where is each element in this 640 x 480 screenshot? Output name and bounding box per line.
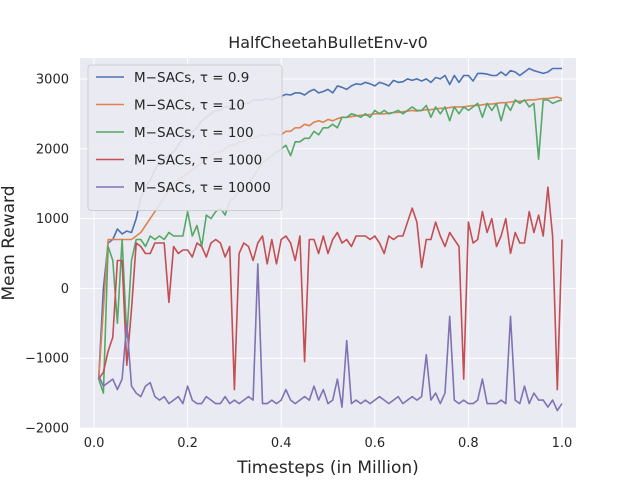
y-tick-label: 2000 (36, 142, 69, 157)
legend-label-3: M−SACs, τ = 1000 (134, 153, 262, 169)
y-tick-label: 0 (61, 282, 69, 297)
legend-label-0: M−SACs, τ = 0.9 (134, 70, 249, 86)
y-tick-label: −1000 (25, 352, 69, 367)
legend-label-4: M−SACs, τ = 10000 (134, 180, 271, 196)
legend-box (87, 64, 283, 211)
series-line-2 (97, 99, 563, 394)
x-tick-label: 0.2 (177, 436, 198, 451)
series-line-3 (98, 186, 563, 391)
legend: M−SACs, τ = 0.9 M−SACs, τ = 10 M−SACs, τ =… (87, 64, 283, 211)
x-tick-label: 0.8 (458, 436, 479, 451)
y-tick-label: 3000 (36, 72, 69, 87)
y-tick-label: −2000 (25, 422, 69, 437)
x-tick-labels: 0.0 0.2 0.4 0.6 0.8 1.0 (84, 436, 573, 451)
x-tick-label: 0.0 (84, 436, 105, 451)
x-tick-label: 1.0 (552, 436, 573, 451)
x-axis-label: Timesteps (in Million) (236, 458, 419, 478)
legend-label-2: M−SACs, τ = 100 (134, 125, 254, 141)
legend-label-1: M−SACs, τ = 10 (134, 98, 245, 114)
y-tick-label: 1000 (36, 212, 69, 227)
x-tick-label: 0.4 (271, 436, 292, 451)
y-axis-label: Mean Reward (0, 185, 19, 300)
series-line-4 (97, 263, 563, 412)
chart-title: HalfCheetahBulletEnv-v0 (228, 33, 428, 52)
y-tick-labels: −2000 −1000 0 1000 2000 3000 (25, 72, 69, 436)
x-tick-label: 0.6 (364, 436, 385, 451)
